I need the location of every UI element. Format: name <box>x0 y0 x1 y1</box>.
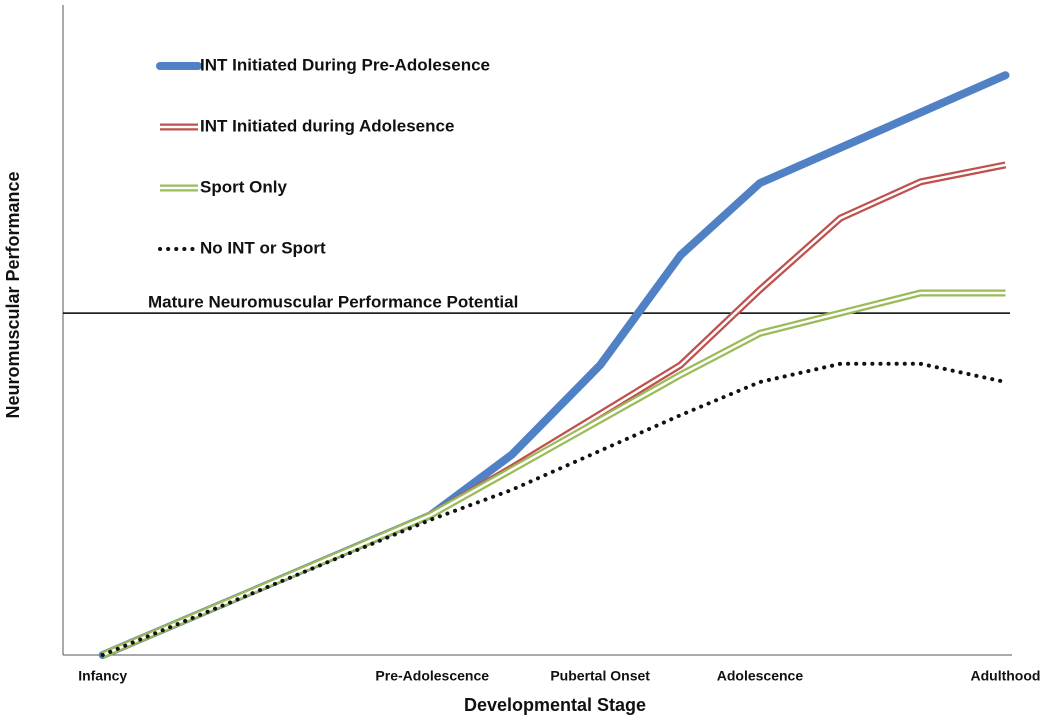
x-tick-label: Adolescence <box>717 668 804 684</box>
x-tick-label: Adulthood <box>970 668 1040 684</box>
x-axis-title: Developmental Stage <box>464 695 646 715</box>
reference-label: Mature Neuromuscular Performance Potenti… <box>148 293 518 312</box>
legend-label: No INT or Sport <box>200 238 326 257</box>
legend-label: INT Initiated During Pre-Adolesence <box>200 55 490 74</box>
series-line <box>98 71 1010 659</box>
legend-label: Sport Only <box>200 177 287 196</box>
legend-label: INT Initiated during Adolesence <box>200 116 454 135</box>
series-line-inner <box>102 291 1006 657</box>
x-tick-label: Pre-Adolescence <box>375 668 489 684</box>
x-tick-label: Pubertal Onset <box>550 668 650 684</box>
x-tick-label: Infancy <box>78 668 127 684</box>
y-axis-title: Neuromuscular Performance <box>3 171 23 418</box>
